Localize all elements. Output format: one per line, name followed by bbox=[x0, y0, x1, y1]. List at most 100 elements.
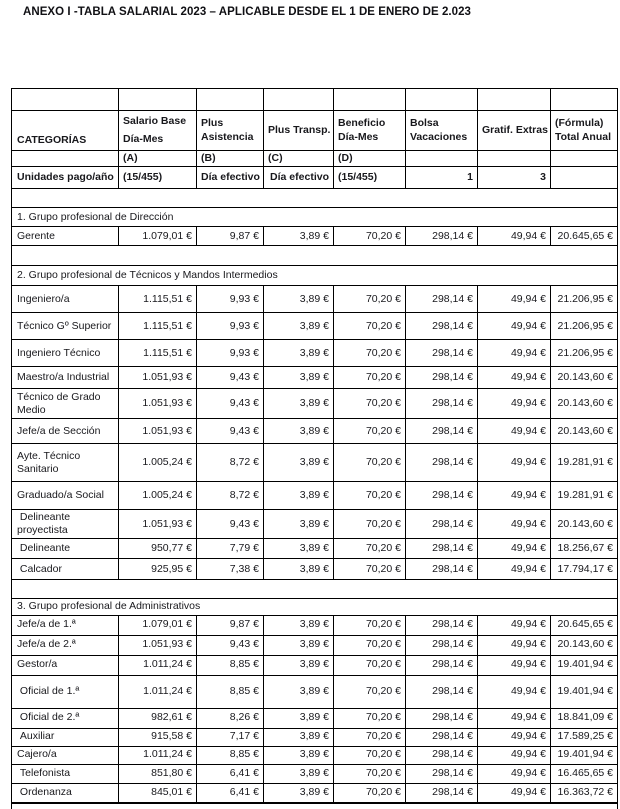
clipped-bottom-row bbox=[11, 803, 618, 809]
cell-value: 9,87 € bbox=[196, 226, 264, 247]
table-cell bbox=[333, 88, 406, 111]
cell-value: 49,94 € bbox=[477, 388, 551, 420]
cell-value: 915,58 € bbox=[118, 727, 197, 747]
table-cell bbox=[477, 88, 551, 111]
cell-label: Telefonista bbox=[11, 763, 119, 784]
cell-value: 21.206,95 € bbox=[550, 339, 618, 368]
table-cell bbox=[263, 88, 334, 111]
table-row: Auxiliar 915,58 €7,17 €3,89 €70,20 €298,1… bbox=[11, 727, 618, 747]
cell-label: Ingeniero/a bbox=[11, 285, 119, 314]
group-title-row: 2. Grupo profesional de Técnicos y Mando… bbox=[11, 265, 618, 287]
cell-value: 1.079,01 € bbox=[118, 614, 197, 636]
table-row: Graduado/a Social 1.005,24 €8,72 €3,89 €7… bbox=[11, 481, 618, 511]
table-cell bbox=[550, 88, 618, 111]
units-cell: (15/455) bbox=[118, 166, 197, 190]
header-cell-plus-asistencia: Plus Asistencia bbox=[196, 110, 264, 151]
cell-value: 298,14 € bbox=[405, 285, 478, 314]
document-title: ANEXO I -TABLA SALARIAL 2023 – APLICABLE… bbox=[23, 6, 472, 18]
cell-value: 70,20 € bbox=[333, 538, 406, 560]
cell-value: 49,94 € bbox=[477, 558, 551, 581]
group-title: 3. Grupo profesional de Administrativos bbox=[11, 598, 618, 616]
cell-value: 1.079,01 € bbox=[118, 226, 197, 247]
cell-label: Gestor/a bbox=[11, 654, 119, 676]
table-cell bbox=[196, 88, 264, 111]
cell-value: 49,94 € bbox=[477, 763, 551, 784]
cell-value: 16.465,65 € bbox=[550, 763, 618, 784]
header-salario-line1: Salario Base bbox=[123, 114, 187, 127]
cell-value: 1.051,93 € bbox=[118, 418, 197, 445]
cell-value: 18.256,67 € bbox=[550, 538, 618, 560]
table-row: Técnico de Grado Medio 1.051,93 €9,43 €3,… bbox=[11, 388, 618, 420]
cell-value: 8,72 € bbox=[196, 481, 264, 511]
cell-value: 3,89 € bbox=[263, 443, 334, 483]
table-cell bbox=[11, 579, 618, 600]
salary-table: CATEGORÍAS Salario Base Día-Mes Plus Asi… bbox=[11, 88, 618, 809]
cell-value: 298,14 € bbox=[405, 538, 478, 560]
cell-value: 9,43 € bbox=[196, 509, 264, 540]
cell-value: 298,14 € bbox=[405, 782, 478, 804]
cell-value: 298,14 € bbox=[405, 763, 478, 784]
spacer-row bbox=[11, 579, 618, 600]
header-salario-line2: Día-Mes bbox=[123, 133, 164, 146]
cell-value: 49,94 € bbox=[477, 339, 551, 368]
cell-value: 49,94 € bbox=[477, 654, 551, 676]
cell-value: 1.051,93 € bbox=[118, 634, 197, 656]
cell-value: 19.281,91 € bbox=[550, 443, 618, 483]
cell-value: 19.281,91 € bbox=[550, 481, 618, 511]
table-row: Gerente 1.079,01 €9,87 €3,89 €70,20 €298,… bbox=[11, 226, 618, 247]
cell-value: 70,20 € bbox=[333, 674, 406, 709]
units-cell bbox=[550, 166, 618, 190]
cell-value: 298,14 € bbox=[405, 226, 478, 247]
units-cell: 1 bbox=[405, 166, 478, 190]
table-row: Ingeniero Técnico 1.115,51 €9,93 €3,89 €7… bbox=[11, 339, 618, 368]
cell-label: Oficial de 1.ª bbox=[11, 674, 119, 709]
table-cell bbox=[11, 88, 119, 111]
spacer-row bbox=[11, 245, 618, 267]
cell-value: 8,85 € bbox=[196, 654, 264, 676]
cell-value: 70,20 € bbox=[333, 481, 406, 511]
cell-value: 9,93 € bbox=[196, 285, 264, 314]
cell-value: 7,17 € bbox=[196, 727, 264, 747]
table-row: Ordenanza 845,01 €6,41 €3,89 €70,20 €298,… bbox=[11, 782, 618, 804]
header-cell-gratif-extras: Gratif. Extras bbox=[477, 110, 551, 151]
table-row: Oficial de 2.ª 982,61 €8,26 €3,89 €70,20 … bbox=[11, 707, 618, 729]
cell-value: 298,14 € bbox=[405, 418, 478, 445]
cell-value: 70,20 € bbox=[333, 707, 406, 729]
table-row: Ingeniero/a 1.115,51 €9,93 €3,89 €70,20 €… bbox=[11, 285, 618, 314]
cell-value: 298,14 € bbox=[405, 443, 478, 483]
cell-value: 70,20 € bbox=[333, 509, 406, 540]
cell-value: 49,94 € bbox=[477, 226, 551, 247]
cell-value: 49,94 € bbox=[477, 707, 551, 729]
cell-label: Técnico Gº Superior bbox=[11, 312, 119, 341]
cell-value: 17.589,25 € bbox=[550, 727, 618, 747]
cell-value: 70,20 € bbox=[333, 634, 406, 656]
units-cell: Día efectivo bbox=[196, 166, 264, 190]
cell-value: 1.005,24 € bbox=[118, 481, 197, 511]
cell-value: 9,93 € bbox=[196, 312, 264, 341]
cell-value: 3,89 € bbox=[263, 366, 334, 390]
table-cell bbox=[11, 149, 119, 168]
cell-value: 9,93 € bbox=[196, 339, 264, 368]
cell-label: Ordenanza bbox=[11, 782, 119, 804]
cell-value: 3,89 € bbox=[263, 285, 334, 314]
cell-label: Graduado/a Social bbox=[11, 481, 119, 511]
top-spacer-row bbox=[11, 88, 618, 111]
units-cell: Día efectivo bbox=[263, 166, 334, 190]
cell-value: 70,20 € bbox=[333, 443, 406, 483]
cell-value: 3,89 € bbox=[263, 634, 334, 656]
table-row: Jefe/a de 2.ª 1.051,93 €9,43 €3,89 €70,20… bbox=[11, 634, 618, 656]
cell-value: 3,89 € bbox=[263, 614, 334, 636]
cell-value: 3,89 € bbox=[263, 509, 334, 540]
cell-value: 49,94 € bbox=[477, 614, 551, 636]
header-cell-formula-total: (Fórmula) Total Anual bbox=[550, 110, 618, 151]
cell-value: 6,41 € bbox=[196, 782, 264, 804]
cell-value: 21.206,95 € bbox=[550, 312, 618, 341]
cell-value: 49,94 € bbox=[477, 782, 551, 804]
cell-label: Técnico de Grado Medio bbox=[11, 388, 119, 420]
cell-value: 70,20 € bbox=[333, 388, 406, 420]
table-cell bbox=[11, 803, 618, 809]
units-label-cell: Unidades pago/año bbox=[11, 166, 119, 190]
cell-value: 3,89 € bbox=[263, 558, 334, 581]
group-title: 1. Grupo profesional de Dirección bbox=[11, 207, 618, 228]
